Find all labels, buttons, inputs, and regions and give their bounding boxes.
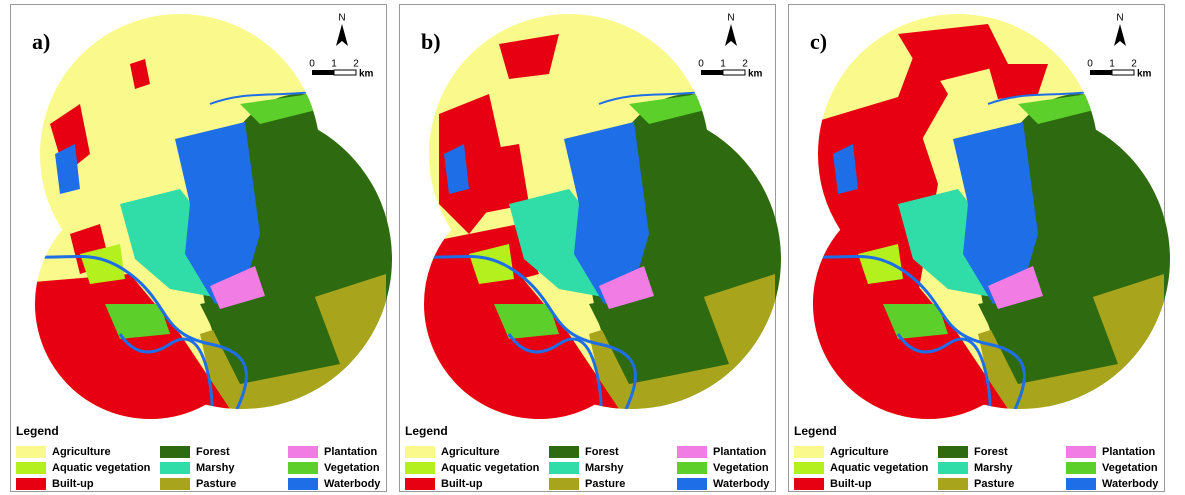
legend-swatch bbox=[405, 478, 435, 490]
legend-swatch bbox=[677, 462, 707, 474]
panel-label: b) bbox=[421, 29, 441, 54]
page: {"panels": [{"label": "a)"}, {"label": "… bbox=[0, 0, 1185, 495]
legend-swatch bbox=[677, 446, 707, 458]
legend-swatch bbox=[288, 446, 318, 458]
legend-label: Agriculture bbox=[830, 446, 889, 458]
legend-swatch bbox=[405, 462, 435, 474]
legend-swatch bbox=[549, 478, 579, 490]
legend-label: Aquatic vegetation bbox=[830, 462, 929, 474]
legend-swatch bbox=[16, 462, 46, 474]
legend-label: Pasture bbox=[974, 478, 1014, 490]
legend-label: Agriculture bbox=[52, 446, 111, 458]
scale-tick: 0 bbox=[309, 59, 315, 70]
legend-title: Legend bbox=[405, 424, 448, 438]
legend-label: Aquatic vegetation bbox=[441, 462, 540, 474]
scale-unit: km bbox=[1137, 69, 1152, 80]
legend-swatch bbox=[288, 462, 318, 474]
legend-label: Plantation bbox=[713, 446, 766, 458]
legend-label: Marshy bbox=[585, 462, 624, 474]
scale-tick: 1 bbox=[720, 59, 726, 70]
legend-swatch bbox=[549, 446, 579, 458]
north-label: N bbox=[1116, 13, 1123, 24]
north-label: N bbox=[727, 13, 734, 24]
legend-label: Vegetation bbox=[1102, 462, 1158, 474]
legend-label: Waterbody bbox=[1102, 478, 1159, 490]
panel-label: c) bbox=[810, 29, 827, 54]
legend-swatch bbox=[794, 478, 824, 490]
panel-label: a) bbox=[32, 29, 50, 54]
legend-label: Aquatic vegetation bbox=[52, 462, 151, 474]
legend-swatch bbox=[160, 462, 190, 474]
legend-label: Agriculture bbox=[441, 446, 500, 458]
legend-label: Plantation bbox=[1102, 446, 1155, 458]
legend-label: Marshy bbox=[196, 462, 235, 474]
legend-label: Plantation bbox=[324, 446, 377, 458]
legend-swatch bbox=[1066, 478, 1096, 490]
legend-swatch bbox=[405, 446, 435, 458]
scale-unit: km bbox=[748, 69, 763, 80]
legend-swatch bbox=[16, 446, 46, 458]
scale-bar-white bbox=[1112, 70, 1134, 75]
legend-swatch bbox=[16, 478, 46, 490]
legend-label: Built-up bbox=[830, 478, 872, 490]
scale-bar-black bbox=[312, 70, 334, 75]
legend-swatch bbox=[160, 478, 190, 490]
legend-label: Marshy bbox=[974, 462, 1013, 474]
scale-unit: km bbox=[359, 69, 374, 80]
legend-label: Vegetation bbox=[324, 462, 380, 474]
legend-swatch bbox=[1066, 446, 1096, 458]
scale-tick: 1 bbox=[331, 59, 337, 70]
legend-swatch bbox=[288, 478, 318, 490]
figure: a)N012kmLegendAgricultureAquatic vegetat… bbox=[0, 0, 1185, 495]
legend-label: Built-up bbox=[52, 478, 94, 490]
scale-tick: 0 bbox=[698, 59, 704, 70]
legend-title: Legend bbox=[794, 424, 837, 438]
legend-label: Pasture bbox=[196, 478, 236, 490]
legend-title: Legend bbox=[16, 424, 59, 438]
legend-swatch bbox=[938, 478, 968, 490]
legend-swatch bbox=[1066, 462, 1096, 474]
legend-label: Vegetation bbox=[713, 462, 769, 474]
scale-tick: 0 bbox=[1087, 59, 1093, 70]
legend-label: Pasture bbox=[585, 478, 625, 490]
legend-label: Forest bbox=[585, 446, 619, 458]
legend-label: Forest bbox=[196, 446, 230, 458]
legend-swatch bbox=[549, 462, 579, 474]
legend-label: Built-up bbox=[441, 478, 483, 490]
legend-swatch bbox=[938, 462, 968, 474]
north-label: N bbox=[338, 13, 345, 24]
legend-swatch bbox=[677, 478, 707, 490]
scale-bar-white bbox=[723, 70, 745, 75]
scale-bar-black bbox=[1090, 70, 1112, 75]
scale-bar-white bbox=[334, 70, 356, 75]
legend-swatch bbox=[938, 446, 968, 458]
legend-swatch bbox=[794, 462, 824, 474]
legend-label: Waterbody bbox=[324, 478, 381, 490]
legend-label: Forest bbox=[974, 446, 1008, 458]
scale-tick: 1 bbox=[1109, 59, 1115, 70]
scale-bar-black bbox=[701, 70, 723, 75]
legend-swatch bbox=[794, 446, 824, 458]
legend-swatch bbox=[160, 446, 190, 458]
legend-label: Waterbody bbox=[713, 478, 770, 490]
